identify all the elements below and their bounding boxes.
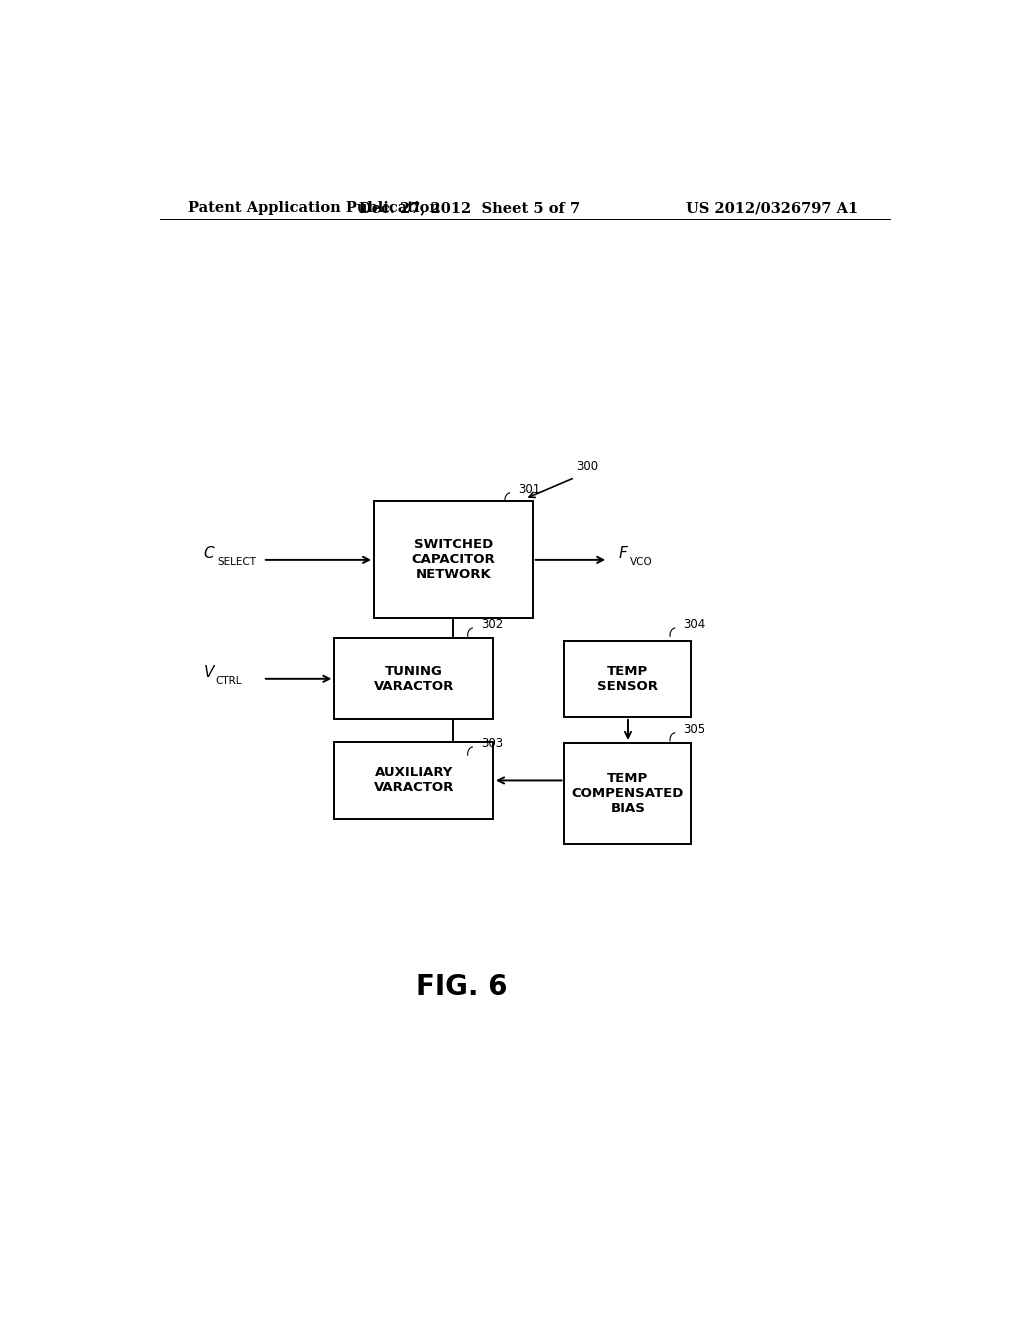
Text: C: C <box>204 546 214 561</box>
Text: TEMP
SENSOR: TEMP SENSOR <box>597 665 658 693</box>
Text: TUNING
VARACTOR: TUNING VARACTOR <box>374 665 454 693</box>
Bar <box>334 742 494 818</box>
Bar <box>564 640 691 717</box>
Text: 300: 300 <box>577 461 598 474</box>
Text: 303: 303 <box>481 737 503 750</box>
Bar <box>374 502 532 618</box>
Text: FIG. 6: FIG. 6 <box>416 973 507 1001</box>
Text: Dec. 27, 2012  Sheet 5 of 7: Dec. 27, 2012 Sheet 5 of 7 <box>358 201 580 215</box>
Bar <box>334 638 494 719</box>
Text: 304: 304 <box>684 618 706 631</box>
Text: AUXILIARY
VARACTOR: AUXILIARY VARACTOR <box>374 767 454 795</box>
Text: VCO: VCO <box>631 557 653 566</box>
Text: SWITCHED
CAPACITOR
NETWORK: SWITCHED CAPACITOR NETWORK <box>412 539 496 581</box>
Text: 302: 302 <box>481 618 504 631</box>
Text: Patent Application Publication: Patent Application Publication <box>187 201 439 215</box>
Text: CTRL: CTRL <box>215 676 242 686</box>
Text: 305: 305 <box>684 723 706 735</box>
Text: V: V <box>204 665 214 680</box>
Text: SELECT: SELECT <box>218 557 257 566</box>
Bar <box>564 743 691 845</box>
Text: TEMP
COMPENSATED
BIAS: TEMP COMPENSATED BIAS <box>571 772 684 816</box>
Text: F: F <box>618 546 627 561</box>
Text: US 2012/0326797 A1: US 2012/0326797 A1 <box>686 201 858 215</box>
Text: 301: 301 <box>518 483 541 496</box>
